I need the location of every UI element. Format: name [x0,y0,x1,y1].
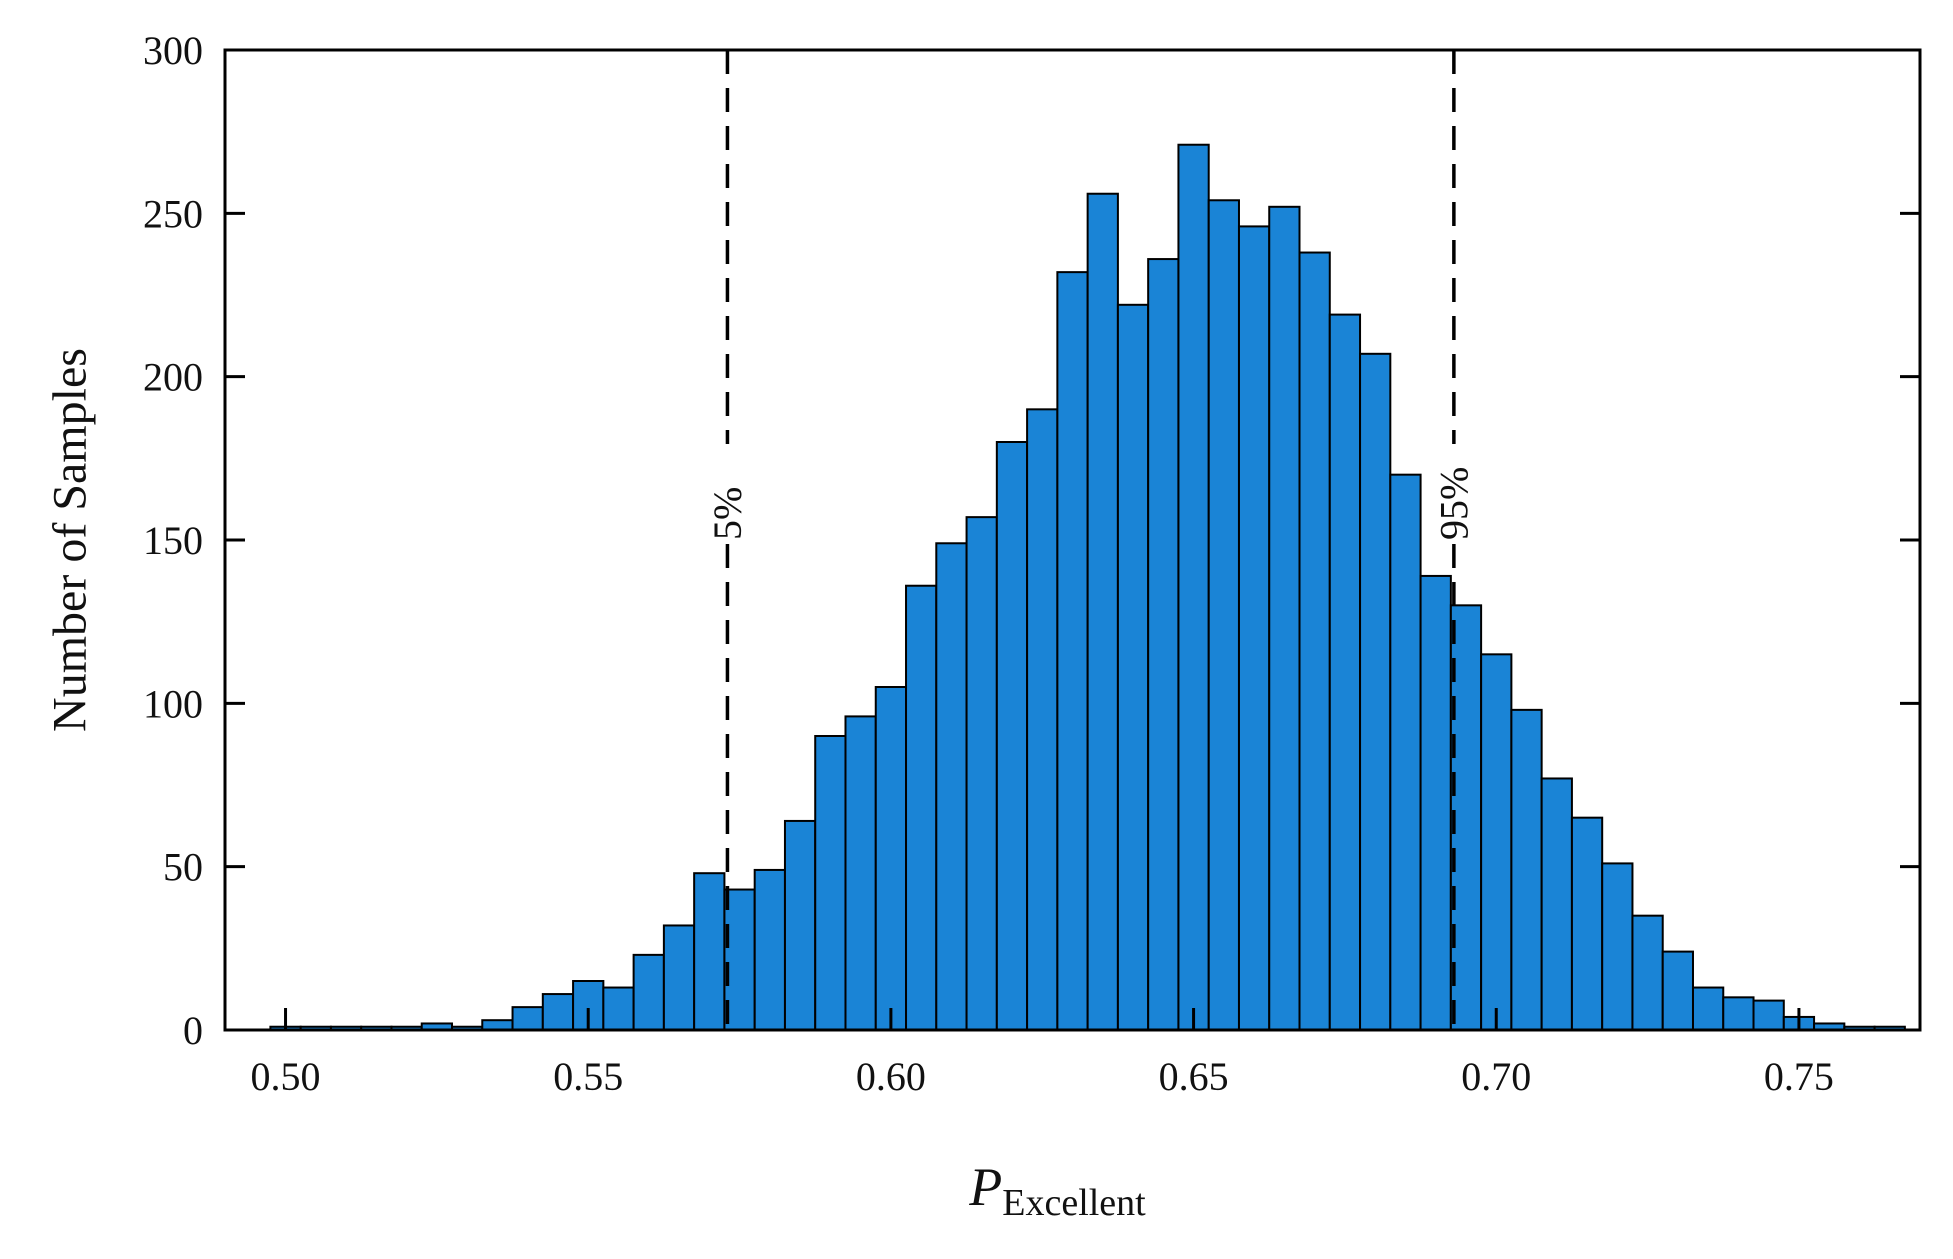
percentile-label: 5% [705,487,750,540]
x-tick-label: 0.50 [251,1054,321,1099]
x-tick-label: 0.55 [553,1054,623,1099]
histogram-bar [632,953,665,1031]
histogram-bar [783,819,817,1032]
histogram-bar [1298,251,1331,1032]
histogram-bar [1268,205,1301,1032]
percentile-label-background [705,444,750,544]
y-axis-ticks: 0 50 100 150 200 250 300 [143,28,1920,1053]
histogram-bar [753,868,786,1032]
histogram-bar [1691,986,1725,1031]
histogram-bar [1661,950,1694,1031]
histogram-bar [935,542,968,1031]
histogram-bar [1328,313,1362,1032]
x-tick-label: 0.75 [1764,1054,1834,1099]
x-axis-title-main: P [968,1157,1002,1217]
y-tick-label: 100 [143,681,203,726]
x-axis-title-subscript: Excellent [1002,1182,1146,1224]
y-tick-label: 0 [183,1008,203,1053]
percentile-label-background [1431,444,1476,544]
y-tick-label: 50 [163,845,203,890]
histogram-bar [693,872,726,1032]
y-tick-label: 150 [143,518,203,563]
histogram-bar [844,715,877,1032]
x-axis-ticks: 0.50 0.55 0.60 0.65 0.70 0.75 [251,1008,1834,1099]
histogram-bar [662,924,696,1032]
histogram-bar [814,735,847,1031]
histogram-bar [602,986,635,1031]
histogram-bar [1510,708,1543,1031]
histogram-bar [1056,271,1089,1031]
histogram-bar [1237,225,1271,1031]
histogram-bar [1026,408,1059,1032]
y-tick-label: 300 [143,28,203,73]
histogram-bar [1147,258,1180,1032]
histogram-bar [1540,777,1573,1032]
y-axis-title: Number of Samples [44,348,97,732]
histogram-bar [511,1006,544,1032]
histogram-bar [965,516,998,1031]
percentile-label: 95% [1431,467,1476,540]
histogram-bars [269,143,1906,1032]
histogram-bar [1722,996,1755,1031]
histogram-bar [1207,199,1240,1031]
x-tick-label: 0.60 [856,1054,926,1099]
histogram-bar [1389,473,1422,1031]
histogram-bar [874,686,908,1031]
histogram-bar [1086,192,1119,1031]
histogram-bar [1359,352,1392,1031]
histogram-bar [1177,143,1210,1031]
histogram-bar [905,584,938,1031]
x-tick-label: 0.65 [1159,1054,1229,1099]
y-tick-label: 250 [143,191,203,236]
percentile-lines: 5% 95% [705,50,1476,1030]
histogram-bar [1480,653,1513,1031]
histogram-bar [541,993,575,1031]
histogram-bar [1631,914,1664,1032]
y-tick-label: 200 [143,355,203,400]
x-axis-title: PExcellent [968,1157,1146,1224]
histogram-bar [1752,999,1785,1031]
x-tick-label: 0.70 [1461,1054,1531,1099]
histogram-bar [1419,574,1452,1032]
histogram-bar [995,441,1029,1031]
histogram-bar [1570,816,1604,1032]
histogram-bar [1116,303,1150,1031]
histogram-bar [1601,862,1634,1032]
